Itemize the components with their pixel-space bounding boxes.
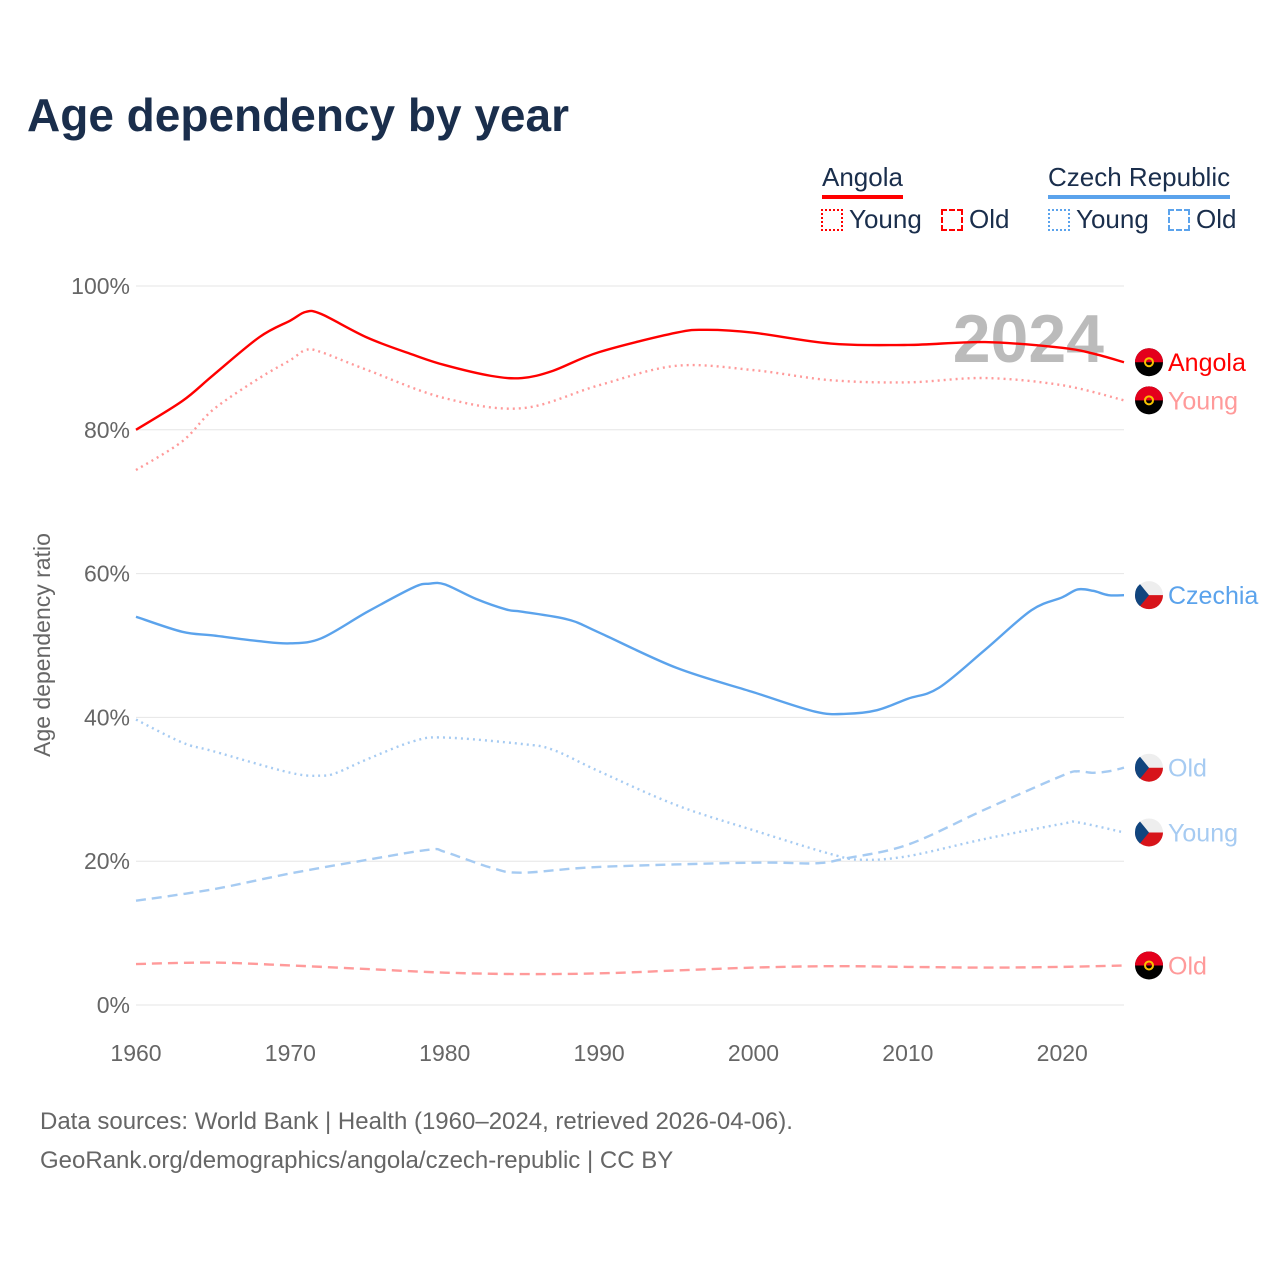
- angola-flag-icon: [1144, 395, 1154, 406]
- czechia-flag-icon: [1134, 756, 1149, 779]
- source-line: Data sources: World Bank | Health (1960–…: [40, 1108, 793, 1135]
- angola-flag-icon: [1135, 386, 1163, 401]
- series-end-label: Young: [1168, 819, 1238, 847]
- angola-flag-icon: [1135, 348, 1163, 363]
- y-axis-label: Age dependency ratio: [29, 533, 55, 757]
- chart-title: Age dependency by year: [27, 89, 569, 141]
- url-line[interactable]: GeoRank.org/demographics/angola/czech-re…: [40, 1147, 674, 1174]
- series-line-czechia: [135, 581, 1125, 716]
- angola-flag-icon: [1144, 960, 1154, 971]
- x-tick-label: 2020: [1037, 1040, 1088, 1066]
- x-tick-label: 1960: [110, 1040, 161, 1066]
- legend-label: Young: [849, 204, 922, 234]
- legend-czech: Czech Republic: [1048, 162, 1231, 199]
- legend-angola: Angola: [822, 162, 903, 199]
- series-end-label: Old: [1168, 755, 1207, 783]
- legend-czech-young: Young: [1048, 204, 1149, 235]
- angola-flag-icon: [1144, 357, 1154, 368]
- x-tick-label: 2000: [728, 1040, 779, 1066]
- x-tick-label: 1990: [574, 1040, 625, 1066]
- dotted-swatch-icon: [1048, 208, 1070, 231]
- legend-czech-old: Old: [1168, 204, 1236, 235]
- series-end-label: Angola: [1168, 349, 1246, 377]
- legend-angola-young: Young: [821, 204, 922, 235]
- x-tick-label: 2010: [882, 1040, 933, 1066]
- series-line-angola-young: [135, 348, 1125, 472]
- dashed-swatch-icon: [941, 208, 963, 231]
- series-end-label: Young: [1168, 387, 1238, 415]
- y-tick-label: 40%: [84, 704, 130, 730]
- legend-angola-old: Old: [941, 204, 1009, 235]
- y-tick-label: 60%: [84, 561, 130, 587]
- legend-label: Old: [1196, 204, 1237, 234]
- y-tick-label: 20%: [84, 848, 130, 874]
- czechia-flag-icon: [1134, 584, 1149, 607]
- legend-label: Young: [1076, 204, 1149, 234]
- dashed-swatch-icon: [1168, 208, 1190, 231]
- y-tick-label: 0%: [97, 992, 130, 1018]
- series-line-angola-old: [135, 961, 1125, 976]
- series-line-czechia-young: [135, 718, 1125, 862]
- x-tick-label: 1970: [265, 1040, 316, 1066]
- series-end-label: Old: [1168, 952, 1207, 980]
- y-tick-label: 100%: [71, 273, 130, 299]
- legend-label: Old: [969, 204, 1010, 234]
- series-line-angola: [135, 309, 1125, 431]
- series-line-czechia-old: [135, 766, 1125, 902]
- series-end-label: Czechia: [1168, 582, 1258, 610]
- year-watermark: 2024: [953, 301, 1104, 377]
- dotted-swatch-icon: [821, 208, 843, 231]
- angola-flag-icon: [1135, 951, 1163, 966]
- x-tick-label: 1980: [419, 1040, 470, 1066]
- y-tick-label: 80%: [84, 417, 130, 443]
- czechia-flag-icon: [1134, 821, 1149, 844]
